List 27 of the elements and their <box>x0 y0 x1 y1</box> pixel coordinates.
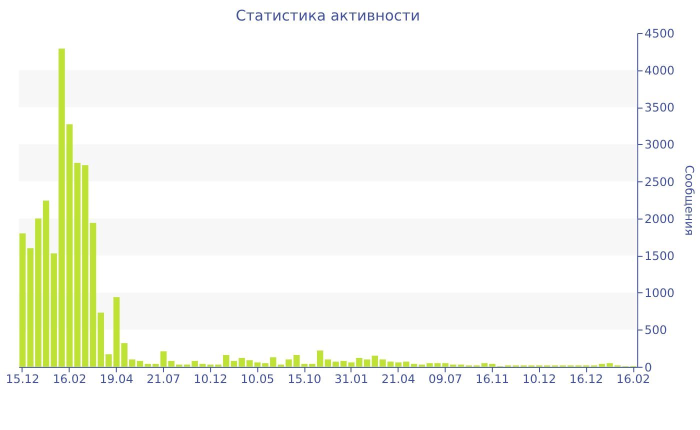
y-tick-label: 1000 <box>644 286 674 300</box>
x-tick-label: 16.11 <box>475 372 510 386</box>
y-tick-label: 3500 <box>644 100 674 115</box>
y-tick-label: 0 <box>644 360 652 374</box>
y-tick-label: 1500 <box>644 248 674 263</box>
y-tick-label: 500 <box>644 323 667 338</box>
y-tick-label: 2000 <box>644 212 674 226</box>
x-tick-label: 21.07 <box>146 372 180 386</box>
chart-title: Статистика активности <box>236 7 420 24</box>
x-tick-label: 10.05 <box>240 372 274 386</box>
bar <box>19 233 26 367</box>
x-tick-label: 10.12 <box>194 372 228 386</box>
x-tick-label: 19.04 <box>100 372 134 386</box>
x-tick-label: 15.10 <box>288 372 322 386</box>
x-tick-label: 31.01 <box>334 372 368 386</box>
y-tick-label: 2500 <box>644 174 674 189</box>
y-tick-label: 3000 <box>644 138 674 152</box>
x-tick-label: 21.04 <box>382 372 416 386</box>
x-tick-label: 09.07 <box>428 372 462 386</box>
x-tick-label: 10.12 <box>522 372 556 386</box>
x-tick-label: 16.02 <box>52 372 86 386</box>
y-tick-label: 4000 <box>644 64 674 78</box>
y-axis-title: Сообщения <box>682 165 696 236</box>
x-tick-label: 16.02 <box>616 372 650 386</box>
y-tick-label: 4500 <box>644 26 674 40</box>
x-tick-label: 16.12 <box>569 372 604 386</box>
x-tick-label: 15.12 <box>6 372 40 386</box>
